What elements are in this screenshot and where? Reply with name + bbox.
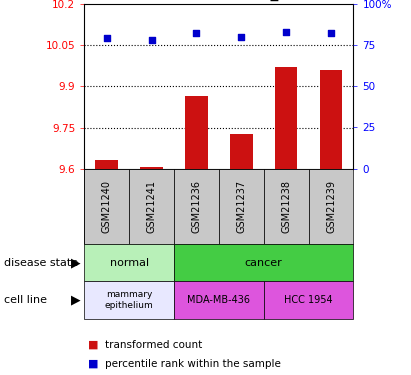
Bar xyxy=(219,169,264,244)
Point xyxy=(328,30,334,36)
Bar xyxy=(129,169,174,244)
Point xyxy=(104,35,110,41)
Bar xyxy=(264,281,353,319)
Text: GSM21238: GSM21238 xyxy=(281,180,291,233)
Text: MDA-MB-436: MDA-MB-436 xyxy=(187,295,250,305)
Text: GSM21241: GSM21241 xyxy=(147,180,157,233)
Text: ▶: ▶ xyxy=(71,294,81,306)
Text: ■: ■ xyxy=(88,340,99,350)
Text: GSM21240: GSM21240 xyxy=(102,180,112,233)
Point xyxy=(148,37,155,43)
Point xyxy=(238,34,245,40)
Text: transformed count: transformed count xyxy=(105,340,202,350)
Text: mammary
epithelium: mammary epithelium xyxy=(105,290,153,310)
Bar xyxy=(320,70,342,169)
Bar xyxy=(84,169,129,244)
Text: percentile rank within the sample: percentile rank within the sample xyxy=(105,359,281,369)
Text: GSM21236: GSM21236 xyxy=(192,180,201,233)
Bar xyxy=(174,281,264,319)
Text: HCC 1954: HCC 1954 xyxy=(284,295,333,305)
Text: normal: normal xyxy=(110,258,149,267)
Text: ▶: ▶ xyxy=(71,256,81,269)
Bar xyxy=(174,169,219,244)
Bar xyxy=(84,244,174,281)
Bar xyxy=(84,281,174,319)
Title: GDS817 / 39657_at: GDS817 / 39657_at xyxy=(145,0,293,1)
Text: disease state: disease state xyxy=(4,258,78,267)
Text: GSM21239: GSM21239 xyxy=(326,180,336,233)
Text: ■: ■ xyxy=(88,359,99,369)
Bar xyxy=(230,134,252,169)
Text: GSM21237: GSM21237 xyxy=(236,180,246,233)
Bar xyxy=(95,160,118,169)
Text: cell line: cell line xyxy=(4,295,47,305)
Text: cancer: cancer xyxy=(245,258,283,267)
Point xyxy=(283,29,289,35)
Point xyxy=(193,30,200,36)
Bar xyxy=(309,169,353,244)
Bar xyxy=(174,244,353,281)
Bar xyxy=(140,167,163,169)
Bar xyxy=(185,96,208,169)
Bar xyxy=(264,169,309,244)
Bar xyxy=(275,67,298,169)
